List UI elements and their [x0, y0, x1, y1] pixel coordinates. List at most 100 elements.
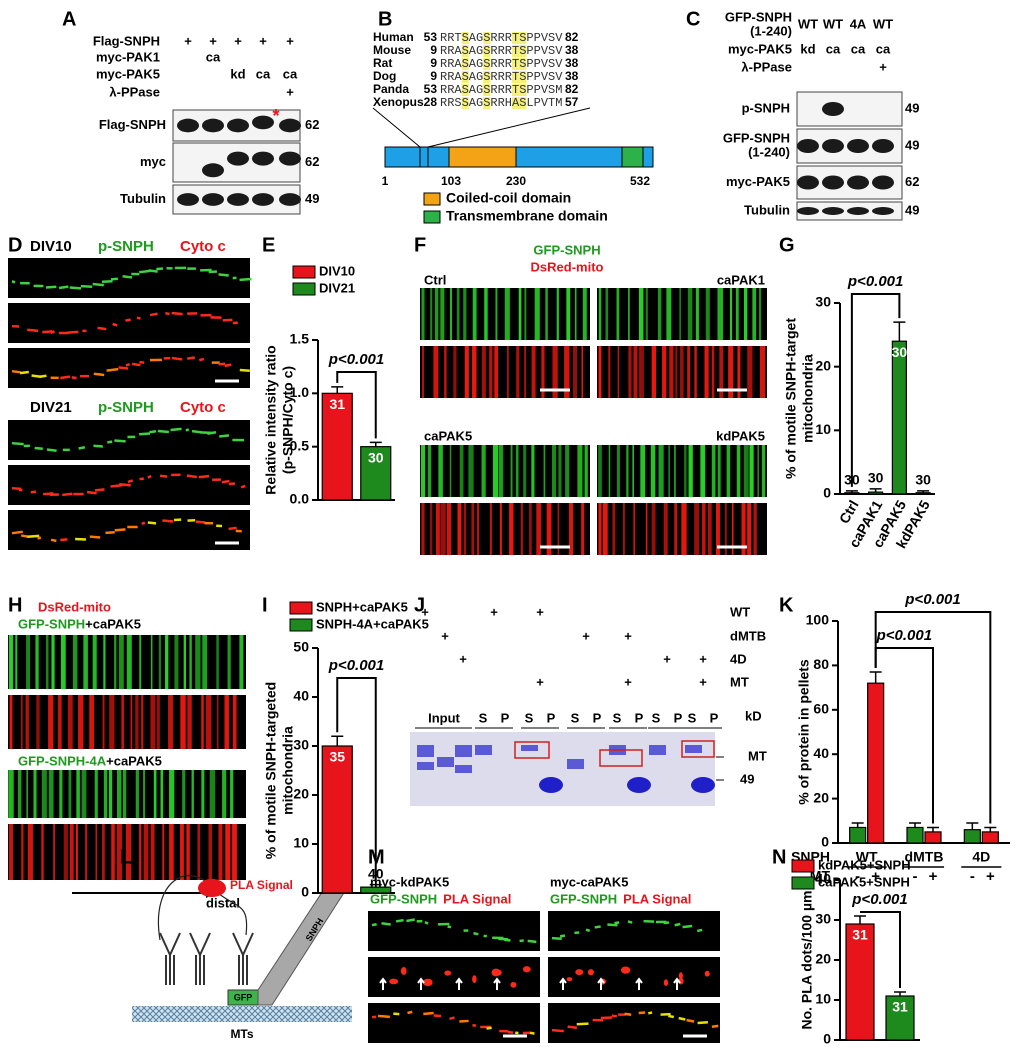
residue-end: 57 — [565, 95, 579, 109]
lane-label: S — [571, 710, 580, 725]
sequence: RRASAGSRRRTSPPVSV — [440, 70, 563, 84]
bar — [844, 492, 860, 495]
y-axis-label: mitochondria — [800, 354, 816, 443]
mt-label: + — [929, 868, 938, 885]
molecular-weight: 49 — [905, 100, 919, 115]
y-tick-label: 20 — [293, 786, 309, 802]
gel-band — [649, 745, 666, 755]
y-tick-label: 10 — [815, 421, 831, 437]
gel-band — [627, 777, 651, 793]
legend-swatch — [289, 618, 313, 632]
y-tick-label: 0 — [823, 1031, 831, 1047]
significance-bracket — [850, 293, 901, 487]
diagram-label: GFP — [234, 992, 253, 1002]
residue-end: 38 — [565, 43, 579, 57]
error-bar — [917, 490, 930, 493]
molecular-weight: 49 — [905, 137, 919, 152]
y-tick-label: 40 — [293, 688, 309, 704]
residue-start: 9 — [430, 69, 437, 83]
condition-label: WT — [730, 604, 750, 619]
micrograph — [548, 911, 720, 951]
lane-mark: + — [699, 651, 707, 666]
lane-mark: ca — [826, 41, 841, 56]
conserved-site — [519, 97, 527, 109]
blot-label: myc — [140, 154, 166, 169]
signal — [551, 936, 562, 940]
signal — [240, 484, 246, 489]
blot-label: GFP-SNPH — [723, 130, 790, 145]
arrow — [493, 977, 501, 990]
lane-mark: kd — [230, 66, 245, 81]
panel-letter: I — [262, 594, 268, 616]
legend-label: kdPAK5+SNPH — [818, 857, 911, 872]
n-label: 31 — [329, 396, 345, 412]
error-bar — [369, 883, 382, 888]
signal — [400, 967, 407, 975]
diagram-label: MTs — [230, 1027, 253, 1041]
lane-mark: + — [286, 84, 294, 99]
signal — [519, 939, 524, 943]
legend-label: DIV10 — [319, 263, 355, 278]
signal — [46, 448, 57, 452]
y-tick-label: 0.5 — [290, 437, 310, 453]
signal — [112, 322, 118, 327]
signal — [218, 273, 229, 277]
coiled-coil — [448, 146, 517, 168]
signal — [45, 285, 57, 289]
error-bar — [851, 822, 864, 828]
row-label: MT — [810, 868, 831, 884]
legend-label: SNPH+caPAK5 — [316, 599, 408, 614]
condition-label: kdPAK5 — [716, 428, 765, 443]
highlight-box — [599, 749, 643, 767]
signal — [643, 919, 655, 923]
legend-swatch — [292, 282, 316, 296]
signal — [371, 923, 377, 927]
signal — [60, 538, 68, 542]
error-bar — [331, 735, 344, 746]
signal — [106, 367, 119, 372]
significance-bracket — [336, 371, 377, 439]
lane-label: Input — [428, 710, 460, 725]
signal — [638, 1011, 646, 1015]
channel-label: DsRed-mito — [531, 259, 604, 274]
y-axis-label: mitochondria — [280, 726, 296, 815]
n-label: 35 — [329, 749, 345, 765]
y-axis-label: No. PLA dots/100 µm — [799, 890, 815, 1029]
gel-band — [455, 745, 472, 757]
blot-band — [822, 102, 844, 116]
conserved-site — [461, 97, 469, 109]
lane-mark: + — [421, 604, 429, 619]
panel-letter: D — [8, 234, 22, 256]
signal — [94, 488, 105, 492]
signal — [171, 311, 183, 316]
signal — [149, 312, 158, 317]
signal — [696, 928, 703, 933]
condition-label: λ-PPase — [741, 59, 792, 74]
signal — [504, 938, 511, 942]
antibody — [232, 932, 254, 985]
condition-label: Ctrl — [424, 272, 446, 287]
micrograph — [420, 445, 590, 497]
signal — [232, 321, 238, 325]
signal — [682, 924, 693, 929]
channel-label: GFP-SNPH — [370, 891, 437, 906]
gel-band — [417, 745, 434, 757]
signal — [663, 979, 669, 987]
mt-label: - — [970, 868, 975, 885]
signal — [170, 427, 182, 432]
conserved-site — [512, 58, 520, 70]
lane-mark: + — [699, 674, 707, 689]
conserved-site — [519, 71, 527, 83]
bar — [981, 831, 999, 844]
significance-bracket — [860, 911, 901, 988]
signal — [472, 975, 477, 983]
signal — [27, 534, 40, 538]
lane-mark: WT — [873, 16, 893, 31]
lane-mark: + — [536, 604, 544, 619]
mt-label: - — [855, 868, 860, 885]
signal — [668, 1014, 675, 1019]
conserved-site — [483, 45, 491, 57]
y-tick-label: 1.0 — [290, 384, 310, 400]
signal — [171, 356, 183, 361]
signal — [19, 370, 29, 375]
